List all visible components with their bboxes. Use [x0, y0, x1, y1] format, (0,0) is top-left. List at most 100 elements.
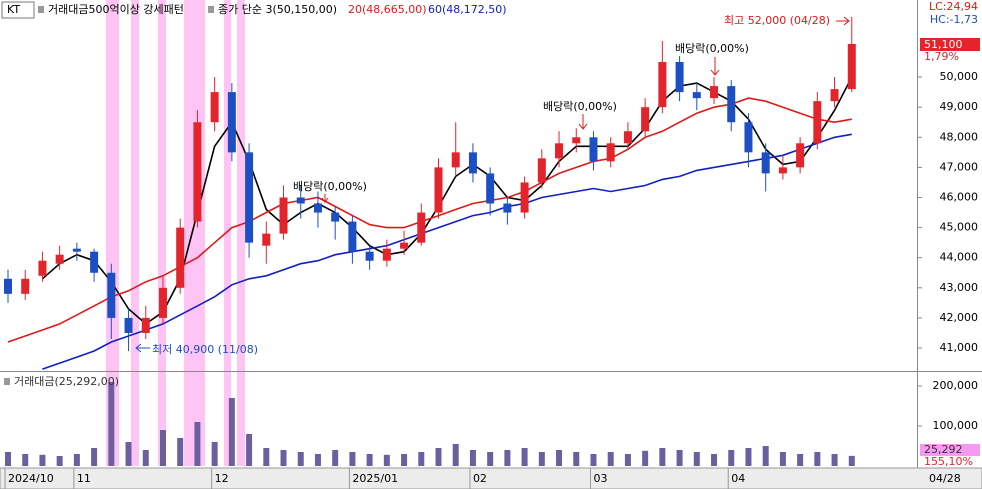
volume-bar [642, 450, 649, 466]
band [237, 0, 245, 466]
volume-bar [194, 422, 201, 466]
candle-body [537, 158, 546, 183]
candle-body [141, 317, 150, 333]
band [224, 0, 231, 466]
legend-marker [4, 378, 10, 385]
volume-bar [797, 454, 804, 466]
candle-body [279, 197, 288, 234]
x-tick-label: 12 [215, 472, 229, 485]
candle-body [72, 248, 81, 252]
candle-body [641, 107, 650, 132]
x-tick-label: 2024/10 [8, 472, 54, 485]
change-label: 1,79% [924, 50, 959, 63]
candle-body [692, 92, 701, 99]
candle-body [176, 227, 185, 288]
y-tick-label: 46,000 [940, 190, 979, 203]
legend-entry: 종가 단순 3(50,150,00) [218, 3, 337, 16]
candle-body [451, 152, 460, 168]
y-tick-label: 44,000 [940, 251, 979, 264]
volume-bar [22, 454, 29, 466]
x-tick-label: 03 [593, 472, 607, 485]
chart-title: 거래대금500억이상 강세패턴 [48, 3, 184, 16]
candle-body [675, 62, 684, 93]
candle-body [365, 251, 374, 261]
volume-bar [590, 454, 597, 466]
candle-body [90, 251, 99, 273]
candle-body [4, 278, 12, 294]
legend-entry: 60(48,172,50) [428, 3, 507, 16]
candle-body [382, 248, 391, 261]
candle-body [555, 143, 564, 159]
candle-body [778, 167, 787, 174]
candle-body [606, 143, 615, 162]
band [106, 0, 119, 466]
candle-body [158, 287, 167, 318]
volume-bar [246, 434, 253, 466]
band [184, 0, 205, 466]
candle-body [796, 143, 805, 168]
candle-body [193, 122, 202, 222]
volume-change: 155,10% [924, 455, 973, 468]
volume-bar [228, 398, 235, 466]
legend-marker [38, 6, 44, 13]
plot [4, 16, 856, 466]
volume-bar [297, 452, 304, 466]
y-tick-label: 48,000 [940, 130, 979, 143]
volume-bar [159, 430, 166, 466]
x-tick-label: 11 [77, 472, 91, 485]
candle-body [520, 182, 529, 213]
volume-bar [366, 454, 373, 466]
volume-bar [814, 452, 821, 466]
volume-bar [314, 454, 321, 466]
volume-bar [125, 442, 132, 466]
candle-body [262, 233, 271, 246]
volume-bar [5, 452, 11, 466]
low-arrow [135, 343, 150, 353]
candle-body [503, 203, 512, 213]
dividend-note: 배당락(0,00%) [293, 180, 367, 193]
volume-bar [142, 450, 149, 466]
volume-bar [556, 450, 563, 466]
candle-body [468, 152, 477, 174]
volume-bar [383, 454, 390, 466]
candle-body [313, 203, 322, 213]
candle-body [761, 152, 770, 174]
volume-bar [831, 454, 838, 466]
last-volume: 25,292 [924, 443, 963, 456]
volume-bar [177, 438, 184, 466]
dividend-arrow [578, 114, 588, 130]
y-tick-label: 49,000 [940, 100, 979, 113]
volume-bar [504, 450, 511, 466]
y-tick-label: 100,000 [933, 419, 979, 432]
dividend-arrow [710, 57, 720, 76]
y-tick-label: 50,000 [940, 70, 979, 83]
volume-legend: 거래대금(25,292,00) [14, 375, 119, 388]
volume-bar [728, 450, 735, 466]
x-tick-label: 2025/01 [352, 472, 398, 485]
volume-bar [711, 454, 718, 466]
candle-body [710, 86, 719, 99]
ma-line [7, 97, 852, 343]
candle-body [38, 260, 47, 276]
candle-body [227, 92, 236, 153]
volume-bar [73, 454, 80, 466]
volume-bar [401, 454, 408, 466]
candle-body [55, 254, 64, 264]
volume-bar [745, 448, 752, 466]
y-tick-label: 200,000 [933, 379, 979, 392]
candle-body [107, 272, 116, 318]
volume-bar [693, 452, 700, 466]
candle-body [400, 242, 409, 249]
candle-body [658, 62, 667, 108]
candle-body [813, 101, 822, 144]
high-arrow [836, 16, 850, 26]
legend-marker [208, 6, 214, 13]
band [131, 0, 139, 466]
highlight-bands [106, 0, 245, 466]
legend-entry: 20(48,665,00) [348, 3, 427, 16]
candle-body [847, 43, 856, 90]
volume-bar [573, 452, 580, 466]
volume-bar [435, 448, 442, 466]
